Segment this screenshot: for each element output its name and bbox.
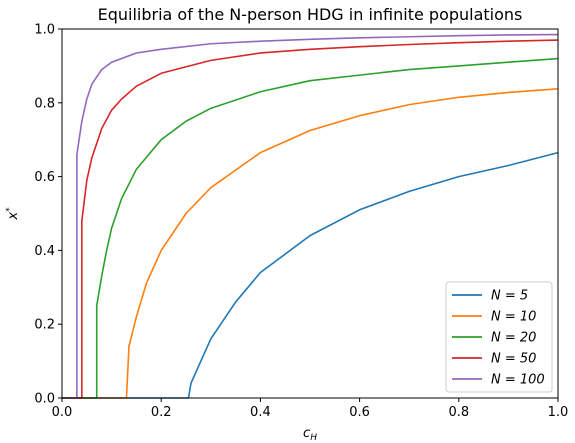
x-axis-label-main: c [303,426,310,441]
y-tick-label: 0.6 [34,170,55,185]
x-axis-ticks: 0.0 0.2 0.4 0.6 0.8 1.0 [52,398,569,420]
plot-frame [61,28,559,399]
series-line-0 [62,151,559,399]
x-tick-label: 0.4 [250,405,271,420]
y-axis-label-main: x [6,212,21,221]
legend: N = 5 N = 10 N = 20 N = 50 N = 100 [445,281,553,393]
series-line-4 [62,33,559,399]
legend-box [445,281,553,393]
y-tick-label: 0.0 [34,392,55,407]
x-tick-label: 0.2 [151,405,172,420]
series-line-2 [62,57,559,399]
x-tick-label: 1.0 [548,405,569,420]
x-axis-label: cH [303,426,317,443]
legend-label-3: N = 50 [491,352,536,367]
x-tick-label: 0.6 [349,405,370,420]
y-tick-label: 0.4 [34,244,55,259]
y-axis-ticks: 0.0 0.2 0.4 0.6 0.8 1.0 [34,23,62,407]
legend-label-4: N = 100 [491,373,545,388]
x-tick-label: 0.0 [52,405,73,420]
y-tick-label: 0.8 [34,96,55,111]
y-axis-label: x* [5,207,21,221]
y-tick-label: 1.0 [34,23,55,38]
y-tick-label: 0.2 [34,318,55,333]
x-axis-label-subscript: H [310,433,317,443]
legend-label-2: N = 20 [491,331,536,346]
legend-label-1: N = 10 [491,310,536,325]
legend-label-0: N = 5 [491,289,528,304]
y-axis-label-superscript: * [5,207,15,212]
series-line-3 [62,39,559,399]
plot-lines [62,33,559,399]
chart-title: Equilibria of the N-person HDG in infini… [98,5,523,24]
series-line-1 [62,87,559,399]
x-tick-label: 0.8 [448,405,469,420]
